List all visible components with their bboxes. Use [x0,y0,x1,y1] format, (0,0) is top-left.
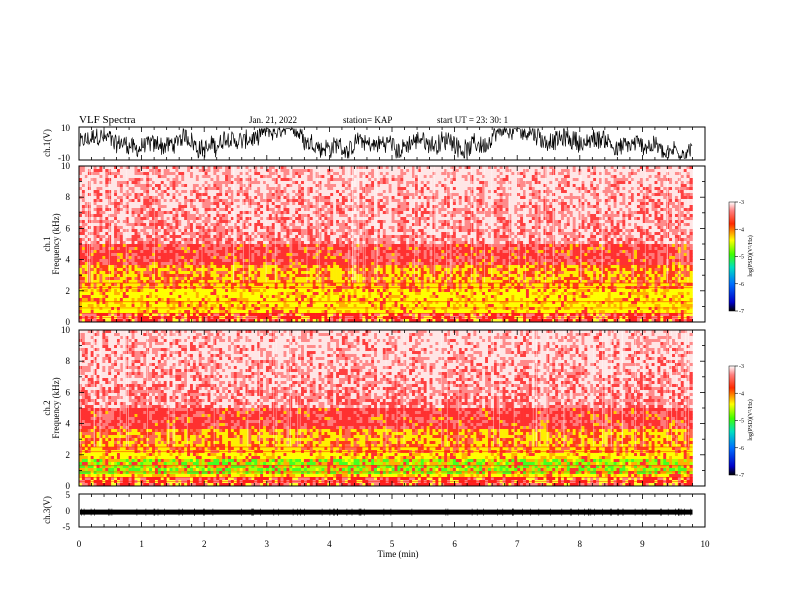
ch1-ylabel: ch.1(V) [42,129,52,157]
ch2-colorbar [728,365,736,476]
ch3-ylabel: ch.3(V) [42,496,52,524]
freq-tick-label: 8 [66,192,71,202]
freq-tick-label: 8 [66,356,71,366]
ch1-ytick-bottom: -10 [58,153,70,163]
time-tick-label: 0 [77,539,82,549]
freq-tick-label: 4 [66,255,71,265]
ch1-spec-xticks [78,166,706,322]
freq-tick-label: 6 [66,387,71,397]
colorbar-tick-label: -6 [739,446,744,452]
colorbar-tick-label: -3 [739,200,744,206]
start-time-label: start UT = 23: 30: 1 [437,115,508,125]
ch1-trace [79,127,693,160]
ch1-ytick-top: 10 [61,123,71,133]
colorbar-tick-label: -7 [739,309,744,315]
colorbar-tick-label: -4 [739,391,744,397]
ch1-colorbar [728,201,736,312]
time-tick-label: 2 [202,539,207,549]
freq-tick-label: 6 [66,223,71,233]
ch2-spec-xticks [78,330,706,486]
freq-tick-label: 10 [61,161,71,171]
colorbar-tick-label: -6 [739,282,744,288]
ch1-trace-line [79,127,693,160]
freq-tick-label: 10 [61,325,71,335]
colorbar-tick-label: -3 [739,364,744,370]
ch1-xticks [78,127,706,160]
colorbar-tick-label: -5 [739,419,744,425]
ch2-spec-yticks: 0 2 4 6 8 10 [61,325,705,491]
date-label: Jan. 21, 2022 [249,115,297,125]
freq-tick-label: 4 [66,419,71,429]
freq-tick-label: 0 [66,481,71,491]
ch1-spectrogram-image [79,166,693,323]
time-tick-label: 3 [265,539,270,549]
time-tick-label: 6 [452,539,457,549]
time-tick-label: 5 [390,539,395,549]
ch3-ytick-mid: 0 [66,506,71,516]
ch1-waveform-panel: 10 -10 ch.1(V) [42,123,706,163]
ch2-colorbar-ticks: -3 -4 -5 -6 -7 [735,364,744,479]
ch3-ytick-top: 5 [66,490,71,500]
ch1-spec-ylabel: Frequency (kHz) [51,213,61,274]
ch2-spec-ylabel: Frequency (kHz) [51,377,61,438]
time-tick-label: 4 [327,539,332,549]
ch1-spec-yticks: 0 2 4 6 8 10 [61,161,705,327]
station-label: station= KAP [343,115,392,125]
ch1-colorbar-ticks: -3 -4 -5 -6 -7 [735,200,744,315]
ch3-xticks [78,494,706,527]
ch3-trace-band [80,509,693,515]
freq-tick-label: 2 [66,286,71,296]
ch2-spectrogram-image [79,330,693,487]
ch2-colorbar-label: log(PSD)(V²/Hz) [747,399,754,440]
ch1-spec-ylabel-top: ch.1 [42,236,52,251]
time-axis-ticklabels: 0 1 2 3 4 5 6 7 8 9 10 [77,539,710,549]
freq-tick-label: 2 [66,450,71,460]
ch3-ytick-bottom: -5 [63,522,71,532]
time-tick-label: 8 [578,539,583,549]
colorbar-tick-label: -4 [739,227,744,233]
time-tick-label: 7 [515,539,520,549]
ch1-colorbar-label: log(PSD)(V²/Hz) [747,235,754,276]
ch2-spec-ylabel-top: ch.2 [42,400,52,415]
figure-title: VLF Spectra [79,114,136,126]
time-tick-label: 1 [139,539,144,549]
time-tick-label: 9 [640,539,645,549]
ch3-waveform-panel: 5 0 -5 ch.3(V) [42,490,706,532]
colorbar-tick-label: -5 [739,255,744,261]
time-axis-label: Time (min) [378,549,419,559]
time-tick-label: 10 [701,539,711,549]
ch3-trace [80,508,693,516]
freq-tick-label: 0 [66,317,71,327]
colorbar-tick-label: -7 [739,473,744,479]
